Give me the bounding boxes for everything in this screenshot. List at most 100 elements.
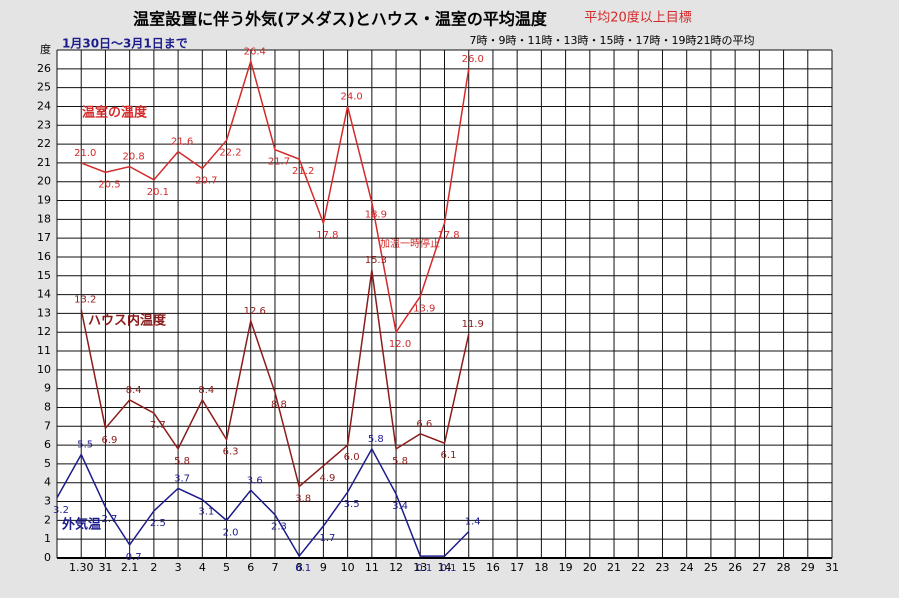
x-tick-label: 7: [271, 561, 278, 574]
x-tick-label: 29: [801, 561, 815, 574]
y-tick-label: 22: [37, 137, 51, 150]
data-label: 18.9: [365, 209, 387, 220]
x-tick-label: 6: [247, 561, 254, 574]
y-tick-label: 11: [37, 344, 51, 357]
y-tick-label: 21: [37, 156, 51, 169]
period: 1月30日～3月1日まで: [62, 37, 188, 51]
data-label: 21.0: [74, 148, 96, 159]
data-label: 26.0: [462, 54, 484, 65]
x-tick-label: 17: [510, 561, 524, 574]
data-label: 0.1: [295, 563, 311, 574]
data-label: 13.9: [413, 303, 435, 314]
data-label: 3.1: [198, 507, 214, 518]
x-tick-label: 10: [341, 561, 355, 574]
data-label: 17.8: [316, 230, 338, 241]
y-tick-label: 度: [40, 42, 51, 56]
y-tick-label: 25: [37, 81, 51, 94]
data-label: 3.2: [53, 505, 69, 516]
x-tick-label: 2.1: [121, 561, 139, 574]
data-label: 5.8: [392, 456, 408, 467]
chart-title: 温室設置に伴う外気(アメダス)とハウス・温室の平均温度: [132, 10, 548, 29]
data-label: 0.1: [441, 563, 457, 574]
data-label: 17.8: [437, 230, 459, 241]
x-tick-label: 2: [150, 561, 157, 574]
x-tick-label: 13: [413, 561, 427, 574]
data-label: 3.6: [247, 475, 263, 486]
y-tick-label: 0: [44, 551, 51, 564]
data-label: 15.3: [365, 255, 387, 266]
x-tick-label: 28: [777, 561, 791, 574]
y-tick-label: 9: [44, 382, 51, 395]
x-tick-label: 26: [728, 561, 742, 574]
x-tick-label: 22: [631, 561, 645, 574]
y-tick-label: 8: [44, 400, 51, 413]
series-name: ハウス内温度: [88, 313, 167, 329]
data-label: 24.0: [340, 91, 362, 102]
data-label: 11.9: [462, 319, 484, 330]
subtitle: 平均20度以上目標: [584, 10, 692, 26]
data-label: 0.7: [126, 552, 142, 563]
data-label: 3.8: [295, 494, 311, 505]
data-label: 12.6: [244, 306, 266, 317]
data-label: 2.7: [101, 514, 117, 525]
data-label: 26.4: [244, 46, 266, 57]
data-label: 6.6: [416, 419, 432, 430]
y-tick-label: 4: [44, 476, 51, 489]
data-label: 21.2: [292, 166, 314, 177]
series-name: 温室の温度: [82, 105, 148, 121]
x-tick-label: 1.30: [69, 561, 94, 574]
y-tick-label: 3: [44, 495, 51, 508]
y-tick-label: 17: [37, 231, 51, 244]
data-label: 4.9: [319, 473, 335, 484]
y-tick-label: 23: [37, 118, 51, 131]
data-label: 5.8: [174, 456, 190, 467]
y-tick-label: 19: [37, 194, 51, 207]
series-line: [56, 447, 470, 558]
x-tick-label: 12: [389, 561, 403, 574]
y-tick-label: 24: [37, 99, 51, 112]
x-tick-label: 15: [462, 561, 476, 574]
y-tick-label: 5: [44, 457, 51, 470]
data-label: 7.7: [150, 420, 166, 431]
note: 7時・9時・11時・13時・15時・17時・19時21時の平均: [470, 34, 755, 47]
data-label: 3.7: [174, 473, 190, 484]
data-label: 2.5: [150, 518, 166, 529]
data-label: 3.4: [392, 501, 408, 512]
x-tick-label: 11: [365, 561, 379, 574]
series-line: [80, 270, 470, 488]
data-label: 6.1: [441, 450, 457, 461]
x-tick-label: 20: [583, 561, 597, 574]
data-label: 6.9: [101, 435, 117, 446]
data-label: 21.7: [268, 157, 290, 168]
data-label: 6.0: [344, 452, 360, 463]
data-label: 21.6: [171, 137, 193, 148]
series-name: 外気温: [61, 517, 101, 533]
y-tick-label: 13: [37, 306, 51, 319]
data-label: 20.5: [98, 179, 120, 190]
y-tick-label: 18: [37, 212, 51, 225]
data-label: 2.0: [223, 527, 239, 538]
data-label: 5.5: [77, 440, 93, 451]
x-tick-label: 25: [704, 561, 718, 574]
data-label: 8.4: [126, 385, 142, 396]
x-tick-label: 14: [438, 561, 452, 574]
data-label: 20.8: [123, 152, 145, 163]
data-label: 22.2: [219, 147, 241, 158]
data-label: 13.2: [74, 295, 96, 306]
data-label: 20.7: [195, 176, 217, 187]
x-tick-label: 9: [320, 561, 327, 574]
x-tick-label: 16: [486, 561, 500, 574]
x-tick-label: 18: [534, 561, 548, 574]
y-tick-label: 20: [37, 175, 51, 188]
data-label: 5.8: [368, 434, 384, 445]
y-tick-label: 1: [44, 532, 51, 545]
x-tick-label: 23: [655, 561, 669, 574]
y-tick-label: 2: [44, 513, 51, 526]
x-tick-label: 24: [680, 561, 694, 574]
x-tick-label: 31: [825, 561, 839, 574]
x-tick-label: 3: [175, 561, 182, 574]
y-tick-label: 7: [44, 419, 51, 432]
y-tick-label: 12: [37, 325, 51, 338]
x-tick-label: 19: [559, 561, 573, 574]
